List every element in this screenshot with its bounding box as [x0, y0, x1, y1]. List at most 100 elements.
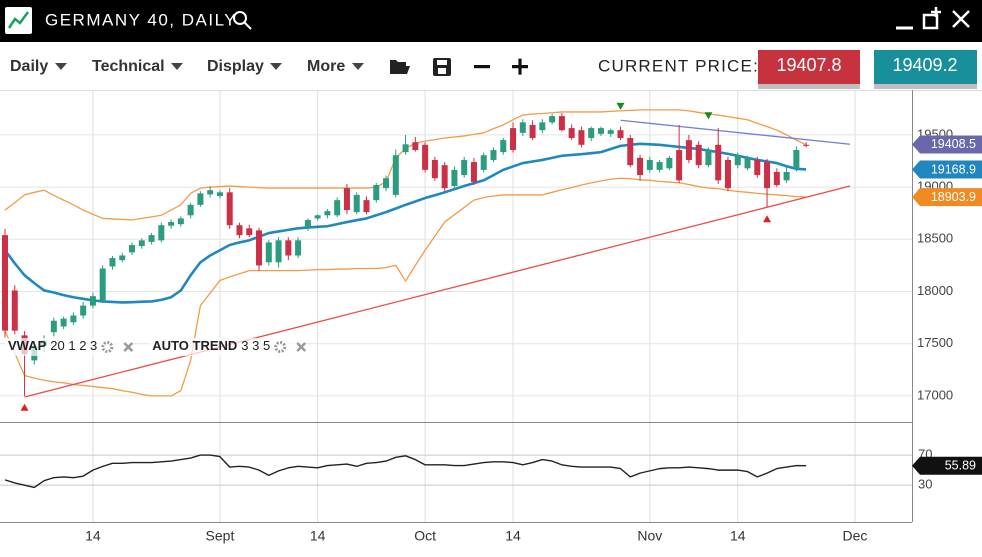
indicator-remove[interactable]	[296, 342, 307, 352]
oscillator-line	[4, 454, 807, 489]
popout-button[interactable]	[922, 7, 941, 30]
bid-price: 19407.8	[776, 55, 841, 75]
price-marker-label: 55.89	[945, 458, 976, 472]
open-icon[interactable]	[390, 60, 410, 74]
candle-body	[705, 150, 712, 166]
bid-box[interactable]	[758, 50, 860, 84]
candle-body	[637, 157, 644, 176]
price-marker	[912, 188, 982, 207]
indicator-label[interactable]: AUTO TREND 3 3 5	[152, 338, 270, 353]
y-tick-label: 18000	[917, 283, 953, 298]
candle-body	[754, 159, 761, 176]
pivot-marker	[763, 215, 772, 223]
candle-body	[529, 124, 536, 139]
indicator-params: 3 3 5	[241, 338, 270, 353]
indicator-label-bg	[5, 338, 134, 356]
candle-body	[539, 122, 546, 131]
candle-body	[168, 222, 175, 226]
candle-body	[451, 169, 458, 187]
candle-body	[519, 122, 526, 133]
candle-body	[265, 242, 272, 263]
dropdown-arrow[interactable]	[171, 63, 183, 70]
candle-body	[324, 211, 331, 216]
candle-body	[402, 144, 409, 153]
candle-body	[2, 235, 8, 331]
x-tick-label: 14	[505, 528, 521, 544]
bid-box-shadow	[758, 84, 860, 89]
candle-body	[148, 235, 155, 242]
candle-body	[314, 215, 321, 219]
y-tick-label: 17000	[917, 387, 953, 402]
save-icon[interactable]	[433, 58, 451, 76]
zoom-out-button[interactable]	[474, 65, 490, 69]
candle-body	[177, 218, 184, 225]
candle-body	[783, 171, 790, 181]
menu-daily[interactable]: Daily	[10, 58, 48, 75]
candle-body	[607, 130, 614, 134]
close-button[interactable]	[952, 10, 970, 28]
menu-more[interactable]: More	[307, 58, 345, 75]
candle-body	[803, 144, 810, 146]
candle-body	[510, 128, 517, 151]
indicator-name: VWAP	[8, 338, 47, 353]
indicator-remove[interactable]	[123, 342, 134, 352]
candle-body	[470, 162, 477, 182]
app-logo-line	[7, 11, 30, 29]
band-line	[4, 177, 807, 397]
menu-technical[interactable]: Technical	[92, 58, 165, 75]
menu-display[interactable]: Display	[207, 58, 264, 75]
candle-body	[558, 116, 565, 131]
indicator-settings[interactable]	[101, 341, 114, 353]
candle-body	[363, 200, 370, 213]
candle-body	[50, 320, 57, 333]
candle-body	[383, 178, 390, 189]
search-icon[interactable]	[233, 11, 252, 30]
price-marker-label: 19408.5	[931, 137, 976, 151]
x-tick-label: Nov	[637, 528, 662, 544]
pivot-marker	[20, 403, 29, 411]
y-tick-label: 30	[918, 477, 932, 492]
dropdown-arrow[interactable]	[270, 63, 282, 70]
candle-body	[734, 155, 741, 166]
candle-body	[60, 318, 67, 327]
candle-body	[285, 240, 292, 256]
candle-body	[793, 150, 800, 169]
candle-body	[490, 150, 497, 160]
x-tick-label: 14	[730, 528, 746, 544]
candle-body	[578, 130, 585, 145]
candle-body	[441, 165, 448, 189]
indicator-label[interactable]: VWAP 20 1 2 3	[8, 338, 97, 353]
title-bar	[0, 0, 982, 42]
x-tick-label: Oct	[414, 528, 436, 544]
pivot-marker	[616, 102, 625, 110]
price-marker	[912, 456, 982, 475]
indicator-settings[interactable]	[274, 341, 287, 353]
candle-body	[226, 192, 233, 226]
dropdown-arrow[interactable]	[352, 63, 364, 70]
price-marker-label: 18903.9	[931, 190, 976, 204]
candle-body	[187, 204, 194, 216]
current-price-label: CURRENT PRICE:	[598, 56, 759, 75]
x-tick-label: 14	[85, 528, 101, 544]
candle-body	[764, 162, 771, 189]
price-panel	[2, 102, 851, 411]
candle-body	[343, 188, 350, 211]
candle-body	[304, 219, 311, 229]
price-marker	[912, 135, 982, 154]
zoom-in-button[interactable]	[512, 58, 528, 75]
candle-body	[158, 225, 165, 241]
candle-body	[138, 240, 145, 247]
candle-body	[773, 171, 780, 186]
candle-body	[119, 255, 126, 261]
candle-body	[500, 140, 507, 153]
candle-body	[685, 140, 692, 160]
oscillator-panel	[4, 454, 807, 489]
ask-price: 19409.2	[892, 55, 957, 75]
dropdown-arrow[interactable]	[55, 63, 67, 70]
candle-body	[412, 142, 419, 151]
candle-body	[422, 144, 429, 170]
candle-body	[724, 159, 731, 189]
ask-box[interactable]	[874, 50, 977, 84]
